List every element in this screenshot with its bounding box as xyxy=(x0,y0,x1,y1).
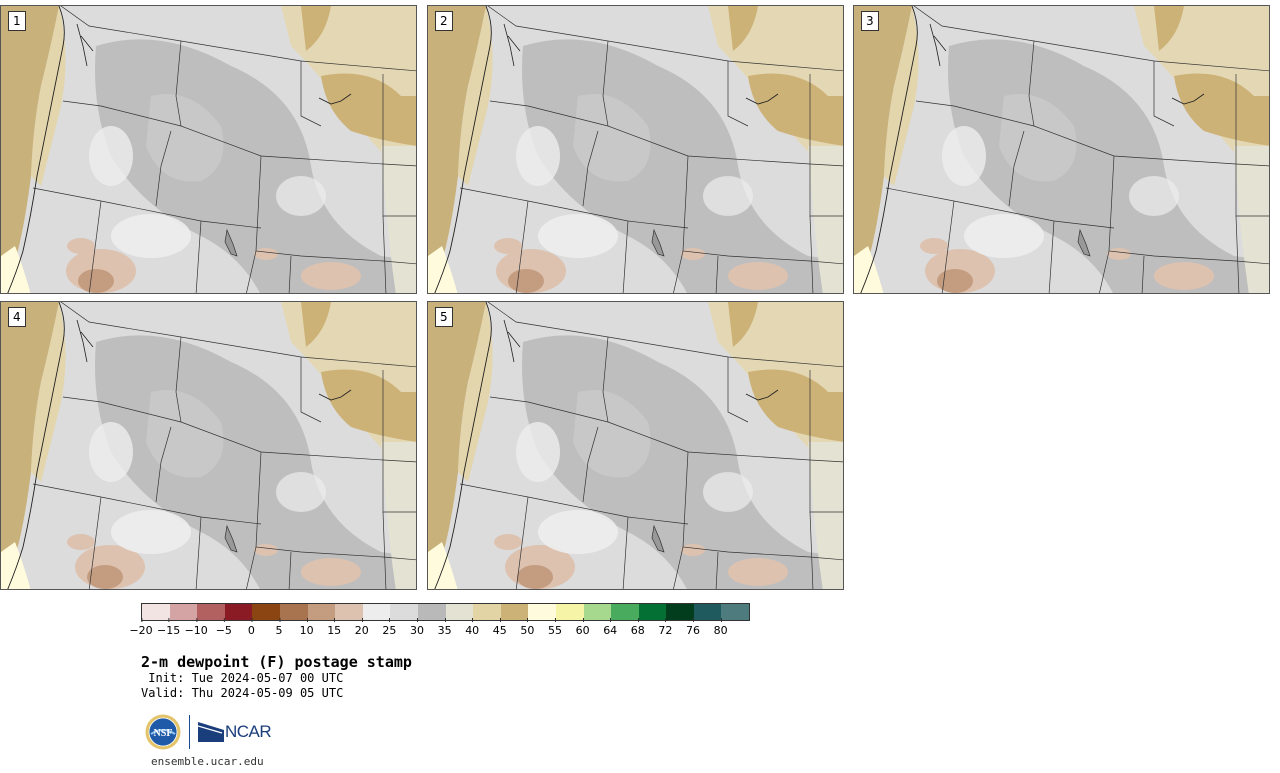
colorbar xyxy=(141,603,751,621)
logo-divider xyxy=(189,715,190,749)
map-panel-2: 2 xyxy=(427,5,844,294)
panel-number: 4 xyxy=(8,307,26,327)
colorbar-swatch xyxy=(307,604,336,620)
colorbar-tick-label: 55 xyxy=(548,618,562,637)
colorbar-swatch xyxy=(721,604,750,620)
map-panel-5: 5 xyxy=(427,301,844,590)
logo-bar: NSF NCAR xyxy=(145,714,272,750)
colorbar-swatch xyxy=(390,604,418,620)
colorbar-swatch xyxy=(693,604,722,620)
colorbar-swatch xyxy=(417,604,446,620)
colorbar-tick-label: 0 xyxy=(248,618,255,637)
colorbar-swatch xyxy=(335,604,363,620)
dewpoint-map xyxy=(428,6,843,293)
colorbar-tick-label: 35 xyxy=(438,618,452,637)
site-url: ensemble.ucar.edu xyxy=(151,755,264,768)
colorbar-swatch xyxy=(279,604,308,620)
colorbar-swatch xyxy=(583,604,612,620)
dewpoint-map xyxy=(1,6,416,293)
ncar-logo-text: NCAR xyxy=(225,722,272,741)
colorbar-tick-label: 72 xyxy=(658,618,672,637)
colorbar-tick-label: −10 xyxy=(185,618,208,637)
colorbar-tick-label: 80 xyxy=(714,618,728,637)
colorbar-swatch xyxy=(638,604,667,620)
map-panel-3: 3 xyxy=(853,5,1270,294)
map-panel-4: 4 xyxy=(0,301,417,590)
colorbar-tick-label: 60 xyxy=(576,618,590,637)
panel-number: 1 xyxy=(8,11,26,31)
colorbar-tick-label: 64 xyxy=(603,618,617,637)
page-title: 2-m dewpoint (F) postage stamp xyxy=(141,653,412,671)
colorbar-tick-label: −20 xyxy=(129,618,153,637)
colorbar-tick-label: −15 xyxy=(157,618,180,637)
colorbar-swatch xyxy=(169,604,198,620)
ncar-logo: NCAR xyxy=(198,722,272,742)
colorbar-swatch xyxy=(500,604,529,620)
dewpoint-map xyxy=(1,302,416,589)
colorbar-swatch xyxy=(528,604,556,620)
colorbar-tick-label: 10 xyxy=(300,618,314,637)
colorbar-tick-label: 30 xyxy=(410,618,424,637)
colorbar-tick-label: 20 xyxy=(355,618,369,637)
colorbar-tick-label: 5 xyxy=(276,618,283,637)
colorbar-swatch xyxy=(224,604,253,620)
colorbar-tick-label: 25 xyxy=(382,618,396,637)
colorbar-tick-label: −5 xyxy=(216,618,232,637)
map-panel-1: 1 xyxy=(0,5,417,294)
colorbar-swatch xyxy=(611,604,639,620)
init-time: Init: Tue 2024-05-07 00 UTC xyxy=(141,671,344,685)
colorbar-tick-label: 45 xyxy=(493,618,507,637)
svg-text:NSF: NSF xyxy=(154,728,173,739)
panel-number: 2 xyxy=(435,11,453,31)
colorbar-swatch xyxy=(362,604,391,620)
colorbar-swatch xyxy=(197,604,225,620)
colorbar-tick-label: 68 xyxy=(631,618,645,637)
valid-time: Valid: Thu 2024-05-09 05 UTC xyxy=(141,686,344,700)
colorbar-swatch xyxy=(252,604,280,620)
colorbar-swatch xyxy=(666,604,694,620)
colorbar-swatch xyxy=(445,604,474,620)
nsf-logo-icon: NSF xyxy=(145,714,181,750)
colorbar-tick-label: 76 xyxy=(686,618,700,637)
dewpoint-map xyxy=(854,6,1269,293)
colorbar-swatch xyxy=(473,604,501,620)
colorbar-tick-label: 50 xyxy=(520,618,534,637)
panel-number: 3 xyxy=(861,11,879,31)
colorbar-tick-label: 40 xyxy=(465,618,479,637)
colorbar-tick-label: 15 xyxy=(327,618,341,637)
panel-number: 5 xyxy=(435,307,453,327)
ncar-mark-icon xyxy=(198,722,224,742)
dewpoint-map xyxy=(428,302,843,589)
colorbar-ticks: −20 −15 −10 −5 0 5 10 15 20 25 30 35 40 45 50 55 60 64 68 7… xyxy=(129,618,761,640)
colorbar-swatch xyxy=(555,604,584,620)
colorbar-swatch xyxy=(142,604,170,620)
